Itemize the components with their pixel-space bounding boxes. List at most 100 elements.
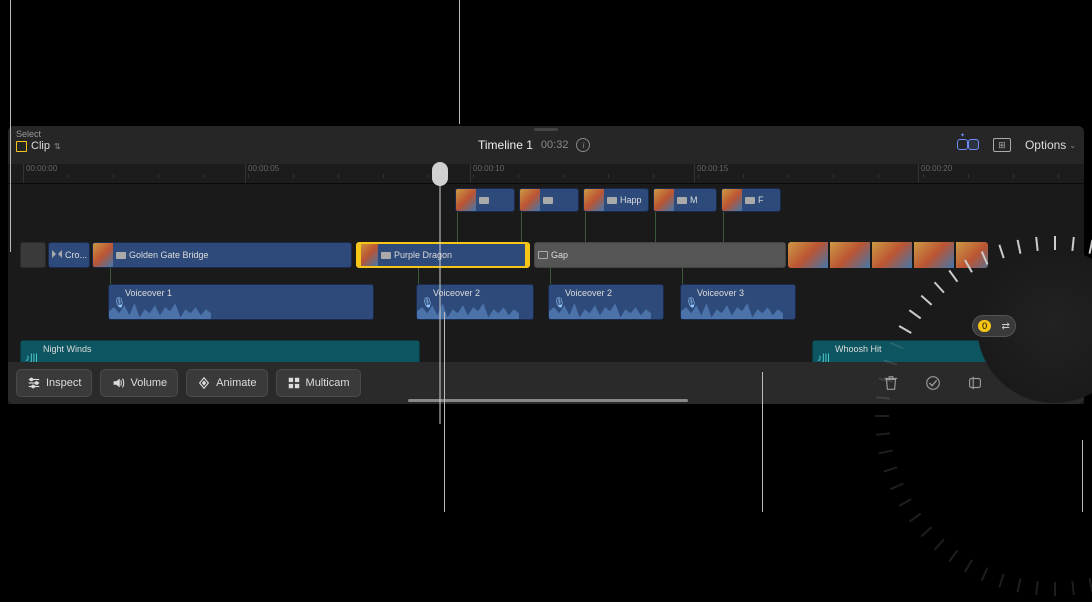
enable-button[interactable] (916, 369, 950, 397)
ruler-tick: 00:00:15 (694, 164, 728, 183)
camera-icon (479, 197, 489, 204)
time-ruler[interactable]: 00:00:0000:00:0500:00:1000:00:1500:00:20 (8, 164, 1084, 184)
thumbnail (830, 242, 870, 268)
video-clip[interactable]: Cro... (48, 242, 90, 268)
camera-icon (745, 197, 755, 204)
gap-icon (538, 251, 548, 259)
clip-label: Night Winds (43, 344, 419, 354)
thumbnail (722, 189, 742, 211)
connected-clip[interactable]: M (653, 188, 717, 212)
connected-lane: Happ M F (8, 188, 1084, 212)
grid-icon (287, 376, 301, 390)
connected-clip[interactable]: Happ (583, 188, 649, 212)
connection-line (110, 268, 111, 284)
transition-icon (52, 250, 62, 260)
connection-line (655, 212, 656, 242)
waveform (109, 299, 211, 319)
snapping-icon[interactable] (957, 138, 979, 152)
drag-handle[interactable] (534, 128, 558, 131)
audio-clip[interactable]: 🎙Voiceover 2 (416, 284, 534, 320)
callout-line (10, 0, 11, 252)
callout-line (1082, 440, 1083, 512)
connected-clip[interactable]: F (721, 188, 781, 212)
connected-clip[interactable] (455, 188, 515, 212)
thumbnail (93, 243, 113, 267)
connection-line (457, 212, 458, 242)
camera-icon (543, 197, 553, 204)
clip-label: F (758, 195, 780, 205)
video-clip[interactable]: Golden Gate Bridge (92, 242, 352, 268)
wheel-value: 0 (978, 320, 991, 332)
select-mode-label: Select (16, 129, 61, 139)
trim-handle-left[interactable] (356, 244, 361, 266)
audio-lane: 🎙Voiceover 1 🎙Voiceover 2 🎙Voiceover 2 🎙Voi… (8, 284, 1084, 320)
thumbnail (872, 242, 912, 268)
inspect-button[interactable]: Inspect (16, 369, 92, 397)
thumbnail (358, 244, 378, 266)
callout-line (444, 312, 445, 512)
timeline-panel: Select Clip ⇅ Timeline 1 00:32 i ⊞ Optio… (8, 126, 1084, 404)
connection-line (521, 212, 522, 242)
clip-label: M (690, 195, 716, 205)
animate-button[interactable]: Animate (186, 369, 267, 397)
callout-line (459, 0, 460, 124)
playhead[interactable] (432, 162, 448, 186)
wheel-readout[interactable]: 0 ⇄ (972, 315, 1016, 337)
options-menu[interactable]: Options ⌄ (1025, 138, 1076, 152)
trash-icon (882, 374, 900, 392)
connected-clip[interactable] (519, 188, 579, 212)
tools-icon[interactable]: ⊞ (993, 138, 1011, 152)
clip-label: Gap (551, 250, 785, 260)
camera-icon (116, 252, 126, 259)
primary-storyline: Cro... Golden Gate Bridge Purple Dragon Gap (8, 242, 1084, 268)
thumbnail (654, 189, 674, 211)
audio-clip[interactable]: 🎙Voiceover 2 (548, 284, 664, 320)
select-mode-popup[interactable]: Clip ⇅ (16, 140, 61, 152)
connection-line (682, 268, 683, 284)
connection-line (550, 268, 551, 284)
clip-label: Voiceover 1 (125, 288, 373, 298)
thumbnail (520, 189, 540, 211)
delete-button[interactable] (874, 369, 908, 397)
ruler-tick: 00:00:10 (470, 164, 504, 183)
camera-icon (381, 252, 391, 259)
chevron-down-icon: ⌄ (1069, 141, 1076, 150)
chevron-updown-icon: ⇅ (54, 142, 61, 151)
audio-clip[interactable]: 🎙Voiceover 1 (108, 284, 374, 320)
video-clip[interactable]: Purple Dragon (356, 242, 530, 268)
swap-icon: ⇄ (1001, 321, 1009, 332)
video-clip[interactable] (788, 242, 988, 268)
audio-clip[interactable]: 🎙Voiceover 3 (680, 284, 796, 320)
animate-label: Animate (216, 377, 256, 389)
info-icon[interactable]: i (576, 138, 590, 152)
timeline-duration: 00:32 (541, 139, 569, 151)
thumbnail (788, 242, 828, 268)
camera-icon (607, 197, 617, 204)
clip-label: Purple Dragon (394, 250, 528, 260)
timeline-toolbar: Inspect Volume Animate Multicam (8, 362, 1084, 404)
options-label: Options (1025, 138, 1066, 152)
multicam-button[interactable]: Multicam (276, 369, 361, 397)
check-circle-icon (924, 374, 942, 392)
timeline-header: Select Clip ⇅ Timeline 1 00:32 i ⊞ Optio… (8, 126, 1084, 164)
waveform (681, 299, 783, 319)
connection-line (723, 212, 724, 242)
volume-label: Volume (130, 377, 167, 389)
scroll-indicator[interactable] (408, 399, 688, 402)
connection-line (418, 268, 419, 284)
clip-label: Happ (620, 195, 648, 205)
callout-line (762, 372, 763, 512)
thumbnail (456, 189, 476, 211)
select-mode-value: Clip (31, 140, 50, 152)
ruler-tick: 00:00:05 (245, 164, 279, 183)
video-clip[interactable] (20, 242, 46, 268)
gap-clip[interactable]: Gap (534, 242, 786, 268)
thumbnail (914, 242, 954, 268)
inspect-label: Inspect (46, 377, 81, 389)
trim-handle-right[interactable] (525, 244, 530, 266)
clip-label: Voiceover 3 (697, 288, 795, 298)
volume-button[interactable]: Volume (100, 369, 178, 397)
clip-label: Golden Gate Bridge (129, 250, 351, 260)
ruler-tick: 00:00:00 (23, 164, 57, 183)
speaker-icon (111, 376, 125, 390)
